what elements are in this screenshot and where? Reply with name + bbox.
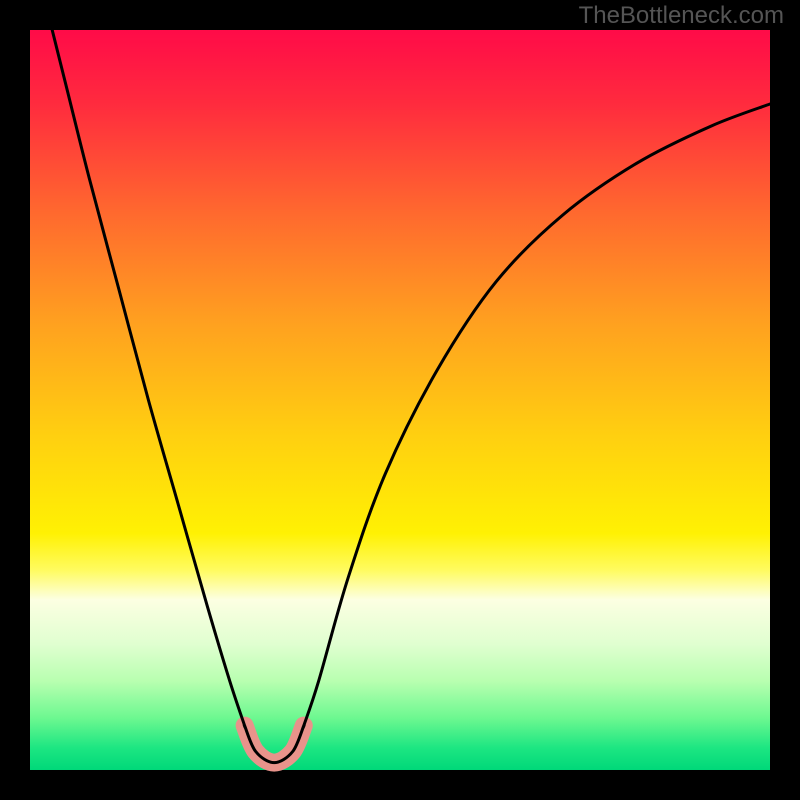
plot-background bbox=[30, 30, 770, 770]
bottleneck-chart bbox=[0, 0, 800, 800]
chart-root: TheBottleneck.com bbox=[0, 0, 800, 800]
watermark-text: TheBottleneck.com bbox=[579, 2, 784, 30]
